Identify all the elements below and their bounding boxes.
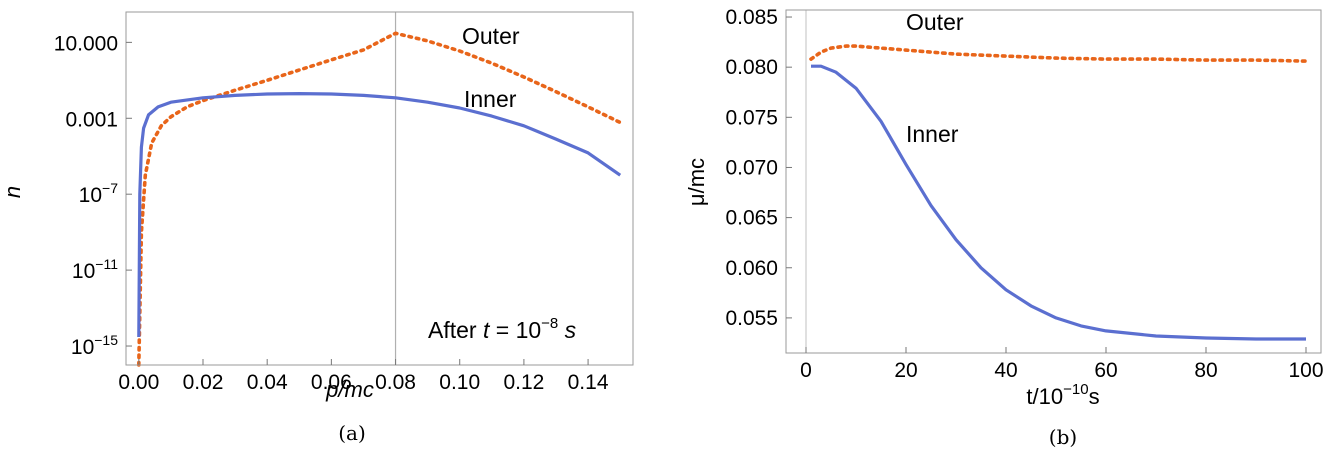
x-tick-label-a: 0.00 bbox=[118, 371, 159, 394]
y-tick-label-a: 10−15 bbox=[71, 332, 118, 359]
x-axis-label-a: p/mc bbox=[325, 377, 374, 402]
x-tick-label-a: 0.12 bbox=[503, 371, 544, 394]
annotation-time-suffix: s bbox=[558, 317, 576, 343]
y-tick-label-a: 10−11 bbox=[72, 256, 118, 283]
panel-caption-b: (b) bbox=[1049, 425, 1077, 449]
panel-a: 0.00 0.02 0.04 0.06 0.08 0.10 0.12 0.14 10.000 0… bbox=[0, 11, 634, 445]
y-tick-label-b: 0.055 bbox=[725, 307, 778, 330]
x-tick-label-a: 0.14 bbox=[568, 371, 609, 394]
annotation-time-var: t bbox=[483, 317, 491, 343]
series-inner-b bbox=[811, 64, 1306, 341]
x-axis-label-b: t/10−10s bbox=[1026, 381, 1099, 409]
y-tick-label-b: 0.075 bbox=[725, 106, 778, 129]
x-tick-label-a: 0.08 bbox=[375, 371, 416, 394]
annotation-inner-b: Inner bbox=[906, 121, 959, 147]
annotation-time-exp: −8 bbox=[541, 315, 558, 332]
annotation-time: After t = 10−8 s bbox=[428, 315, 577, 343]
x-tick-label-b: 100 bbox=[1288, 359, 1323, 382]
x-tick-label-b: 60 bbox=[1094, 359, 1117, 382]
y-axis-label-a: n bbox=[0, 186, 25, 198]
y-axis-label-b: μ/mc bbox=[684, 158, 709, 206]
y-tick-label-a: 10.000 bbox=[54, 32, 118, 55]
x-axis-label-b-suffix: s bbox=[1089, 384, 1100, 409]
x-axis-label-b-exp: −10 bbox=[1063, 381, 1088, 398]
y-tick-label-a: 10−7 bbox=[79, 180, 119, 207]
series-outer-b bbox=[809, 44, 1308, 63]
panel-b: 0 20 40 60 80 100 0.055 0.060 0.065 0.070 0.075 0.… bbox=[684, 6, 1324, 449]
plot-frame-b bbox=[785, 9, 1322, 354]
y-tick-label-b: 0.085 bbox=[725, 6, 778, 29]
annotation-time-prefix: After bbox=[428, 317, 483, 343]
panel-caption-a: (a) bbox=[338, 421, 366, 445]
x-tick-label-b: 40 bbox=[994, 359, 1017, 382]
y-tick-label-a: 0.001 bbox=[65, 108, 118, 131]
annotation-time-mid: = 10 bbox=[489, 317, 541, 343]
annotation-outer-a: Outer bbox=[462, 23, 520, 49]
annotation-outer-b: Outer bbox=[906, 9, 964, 35]
plot-frame-a bbox=[125, 11, 634, 366]
y-tick-label-b: 0.065 bbox=[725, 207, 778, 230]
y-tick-label-b: 0.080 bbox=[725, 56, 778, 79]
series-inner-a bbox=[137, 92, 622, 338]
annotation-inner-a: Inner bbox=[464, 86, 517, 112]
x-tick-label-a: 0.06 bbox=[311, 371, 352, 394]
x-tick-label-b: 0 bbox=[800, 359, 812, 382]
x-tick-label-a: 0.02 bbox=[183, 371, 224, 394]
x-tick-label-a: 0.04 bbox=[247, 371, 288, 394]
y-tick-label-b: 0.070 bbox=[725, 156, 778, 179]
x-tick-label-b: 80 bbox=[1194, 359, 1217, 382]
series-outer-a bbox=[137, 31, 622, 367]
x-tick-label-a: 0.10 bbox=[439, 371, 480, 394]
x-tick-label-b: 20 bbox=[894, 359, 917, 382]
y-tick-label-b: 0.060 bbox=[725, 257, 778, 280]
x-axis-label-b-base: t/10 bbox=[1026, 384, 1063, 409]
